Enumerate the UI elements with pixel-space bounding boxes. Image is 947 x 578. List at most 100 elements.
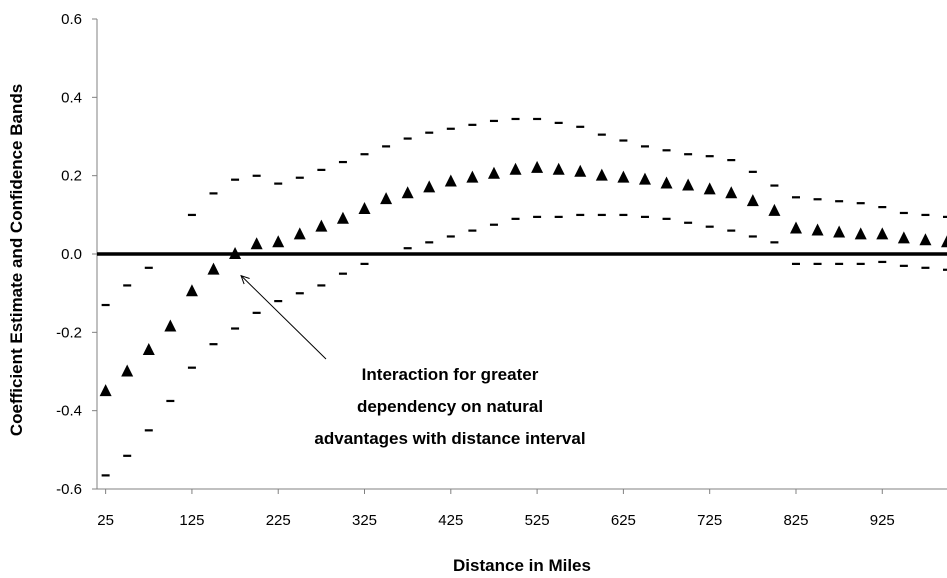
estimate-point [99,384,112,397]
lower-band-point [231,327,240,330]
estimate-point [595,168,608,181]
estimate-point [293,227,306,240]
upper-band-point [382,145,391,148]
annotation-line: Interaction for greater [362,365,539,384]
upper-band-point [554,121,563,124]
estimate-point [552,162,565,175]
lower-band-point [835,262,844,265]
upper-band-point [533,117,542,121]
upper-band-point [338,160,347,164]
upper-band-point [684,153,693,156]
lower-band-point [856,262,865,265]
upper-band-point [791,196,800,199]
lower-band-point [511,217,520,220]
upper-band-point [187,213,196,217]
estimate-point [617,170,630,183]
estimate-point [358,201,371,214]
lower-band-point [554,215,563,218]
lower-band-point [123,454,132,457]
lower-band-point [597,213,606,217]
upper-band-point [662,149,671,152]
lower-band-point [209,343,218,346]
upper-band-point [576,125,585,128]
estimate-point [250,237,263,250]
annotation-group: Interaction for greater dependency on nat… [240,274,586,448]
upper-band-point [295,176,304,179]
upper-band-point [770,184,779,187]
upper-band-point [209,192,218,195]
upper-band-point [231,178,240,181]
upper-band-point [597,133,606,136]
estimate-point [789,221,802,234]
lower-band-point [533,215,542,218]
x-tick-label: 25 [97,512,114,529]
upper-band-point [274,182,283,185]
lower-band-series [101,213,947,477]
x-tick-label: 525 [525,512,550,529]
lower-band-point [770,241,779,244]
upper-band-point [425,131,434,134]
lower-band-point [101,474,110,477]
y-tick-label: -0.6 [56,481,82,498]
estimate-point [897,231,910,244]
lower-band-point [705,225,714,228]
estimate-point [185,284,198,297]
lower-band-point [144,429,153,432]
estimate-point [725,186,738,199]
estimate-point [444,174,457,187]
lower-band-point [252,311,261,314]
estimate-point [833,225,846,238]
estimate-point [768,203,781,216]
estimate-point [703,182,716,195]
estimate-point [142,342,155,355]
lower-band-point [878,260,887,264]
estimate-point [423,180,436,193]
estimate-point [854,227,867,240]
estimate-point [229,247,242,259]
estimate-point [336,211,349,224]
x-tick-label: 125 [179,512,204,529]
upper-band-point [878,206,887,209]
lower-band-point [640,215,649,218]
estimate-point [574,164,587,177]
upper-band-point [446,127,455,130]
lower-band-point [619,213,628,217]
lower-band-point [360,262,369,265]
estimate-point [207,262,220,275]
upper-band-point [317,168,326,171]
upper-band-point [640,145,649,148]
upper-band-point [360,153,369,156]
x-tick-label: 925 [870,512,895,529]
lower-band-point [403,247,412,250]
lower-band-point [425,241,434,244]
annotation-arrow [240,275,327,360]
upper-band-point [144,266,153,269]
estimate-point [466,170,479,183]
estimate-point [919,233,932,246]
lower-band-point [187,366,196,369]
upper-band-point [489,119,498,123]
upper-band-point [123,284,132,287]
upper-band-point [835,200,844,203]
estimate-point [380,192,393,205]
estimate-point [531,160,544,173]
upper-band-point [943,215,947,218]
y-tick-label: 0.4 [61,89,82,106]
lower-band-point [684,221,693,224]
x-tick-label: 325 [352,512,377,529]
lower-band-point [899,264,908,267]
estimate-point [660,176,673,189]
upper-band-point [468,123,477,126]
lower-band-point [943,268,947,271]
upper-band-point [101,303,110,307]
upper-band-point [856,202,865,205]
y-tick-label: 0.6 [61,11,82,28]
estimate-point [401,186,414,199]
y-tick-label: -0.2 [56,324,82,341]
estimate-point [876,227,889,240]
lower-band-point [317,284,326,287]
y-tick-label: 0.0 [61,246,82,263]
estimate-point [509,162,522,175]
x-axis-title: Distance in Miles [453,556,591,575]
estimate-point [121,364,134,377]
